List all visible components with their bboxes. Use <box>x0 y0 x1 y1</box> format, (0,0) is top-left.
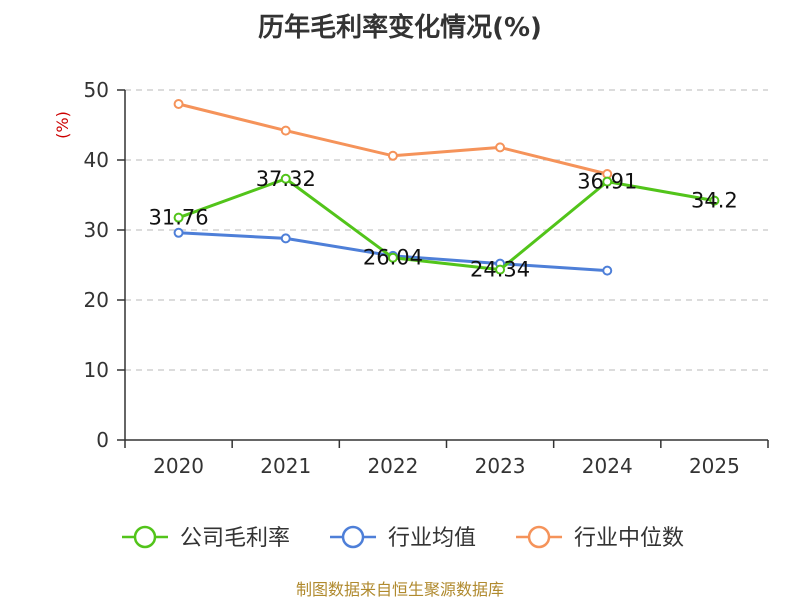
y-tick-label: 10 <box>84 358 109 382</box>
x-tick-label: 2021 <box>260 454 311 478</box>
chart-title: 历年毛利率变化情况(%) <box>258 12 542 43</box>
data-point[interactable] <box>280 173 291 184</box>
legend-marker <box>133 525 157 549</box>
y-tick-label: 50 <box>84 78 109 102</box>
y-tick-label: 0 <box>96 428 109 452</box>
legend-marker <box>341 525 365 549</box>
y-tick-label: 20 <box>84 288 109 312</box>
data-point[interactable] <box>173 227 184 238</box>
data-point[interactable] <box>602 265 613 276</box>
legend-marker <box>527 525 551 549</box>
legend-item-1[interactable]: 行业均值 <box>330 525 476 551</box>
x-tick-label: 2025 <box>689 454 740 478</box>
data-point[interactable] <box>495 142 506 153</box>
x-tick-label: 2023 <box>475 454 526 478</box>
legend-label: 行业中位数 <box>574 526 684 551</box>
y-tick-label: 40 <box>84 148 109 172</box>
legend-item-2[interactable]: 行业中位数 <box>516 525 684 551</box>
data-label: 31.76 <box>149 206 209 230</box>
data-label: 26.04 <box>363 246 423 270</box>
axes: 0 10 20 30 40 50 2020 2021 2022 2023 2024 2025 <box>84 78 769 478</box>
data-point[interactable] <box>602 176 613 187</box>
data-point[interactable] <box>280 233 291 244</box>
data-point[interactable] <box>387 150 398 161</box>
grid-lines <box>125 89 768 371</box>
data-label: 36.91 <box>577 170 637 194</box>
data-label: 37.32 <box>256 167 316 191</box>
legend-item-0[interactable]: 公司毛利率 <box>122 525 290 551</box>
y-axis-unit: (%) <box>53 111 72 139</box>
data-label: 24.34 <box>470 258 530 282</box>
x-tick-label: 2020 <box>153 454 204 478</box>
data-point[interactable] <box>280 125 291 136</box>
series-line-2 <box>178 102 608 176</box>
data-point[interactable] <box>387 252 398 263</box>
data-labels: 31.76 37.32 26.04 24.34 36.91 34.2 <box>149 167 738 282</box>
data-point[interactable] <box>709 195 720 206</box>
series-line-0 <box>178 177 715 272</box>
legend[interactable]: 公司毛利率 行业均值 行业中位数 <box>122 525 684 551</box>
data-point[interactable] <box>173 212 184 223</box>
data-label: 34.2 <box>691 189 738 213</box>
x-tick-label: 2022 <box>367 454 418 478</box>
data-point[interactable] <box>173 99 184 109</box>
series-lines <box>173 99 720 276</box>
legend-label: 公司毛利率 <box>180 526 290 551</box>
y-tick-label: 30 <box>84 218 109 242</box>
legend-label: 行业均值 <box>388 526 476 551</box>
x-tick-label: 2024 <box>582 454 633 478</box>
data-point[interactable] <box>495 264 506 275</box>
source-note: 制图数据来自恒生聚源数据库 <box>296 580 504 599</box>
